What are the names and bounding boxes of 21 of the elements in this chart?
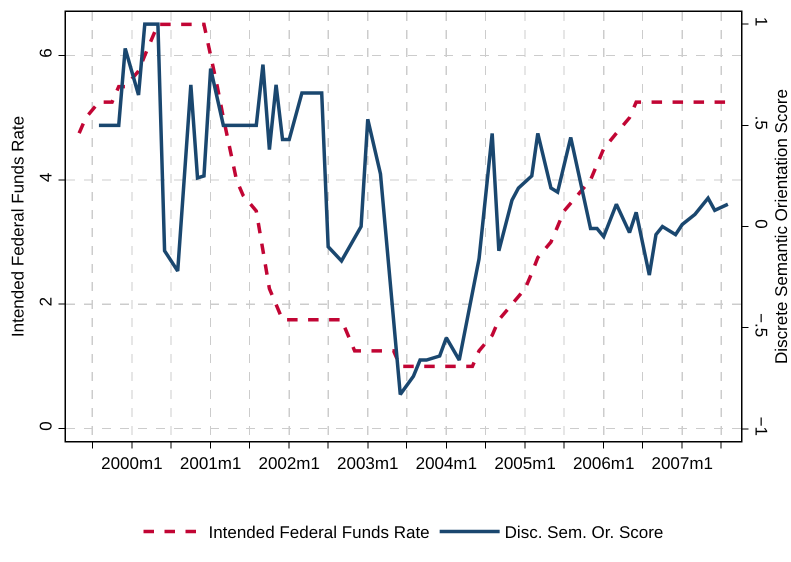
y-tick-label: 6: [36, 48, 56, 58]
y-tick-label: 4: [36, 172, 56, 182]
x-tick-label: 2007m1: [652, 454, 713, 473]
x-tick-label: 2005m1: [494, 454, 556, 473]
x-tick-label: 2001m1: [180, 454, 242, 473]
y2-tick-label: .5: [751, 116, 770, 130]
y2-tick-label: −1: [751, 416, 770, 436]
x-tick-label: 2002m1: [258, 454, 320, 473]
y-axis-title: Intended Federal Funds Rate: [8, 116, 28, 338]
y2-axis-title: Discrete Semantic Orientation Score: [772, 89, 791, 364]
y-tick-label: 2: [36, 296, 56, 306]
legend-label: Intended Federal Funds Rate: [208, 523, 430, 542]
y2-tick-label: 0: [751, 219, 770, 229]
legend-label: Disc. Sem. Or. Score: [504, 523, 664, 542]
y-tick-label: 0: [36, 421, 56, 431]
x-tick-label: 2003m1: [337, 454, 398, 473]
x-tick-label: 2000m1: [101, 454, 163, 473]
y2-tick-label: −.5: [751, 313, 770, 338]
y2-tick-label: 1: [751, 16, 770, 26]
x-tick-label: 2004m1: [416, 454, 478, 473]
x-tick-label: 2006m1: [572, 454, 634, 473]
